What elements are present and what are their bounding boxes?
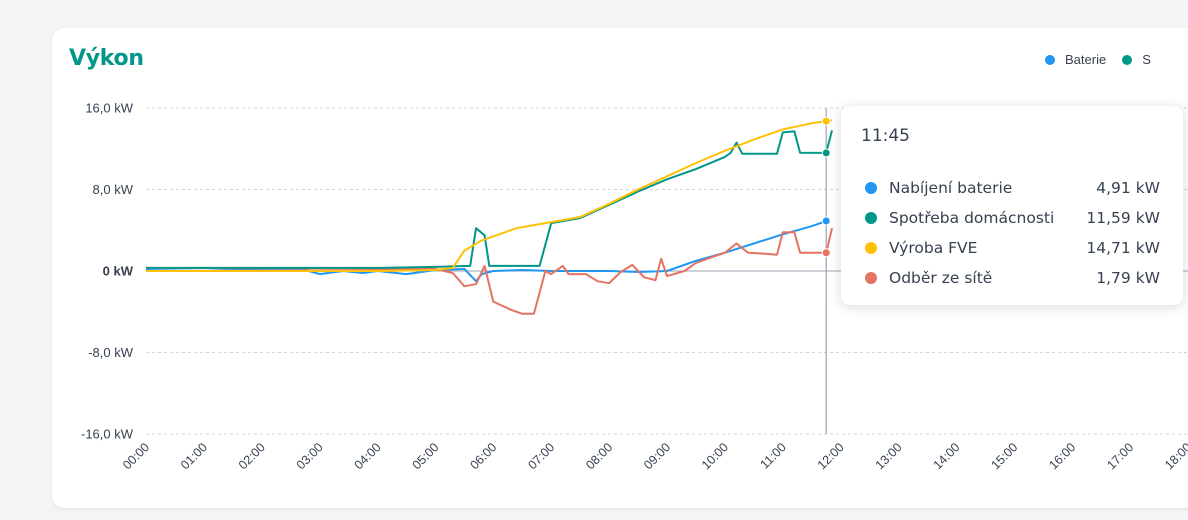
x-tick-label: 00:00 (120, 440, 152, 472)
card-title: Výkon (69, 46, 144, 71)
x-tick-label: 03:00 (294, 440, 326, 472)
tooltip-time: 11:45 (861, 126, 910, 146)
y-tick-label: 8,0 kW (93, 182, 134, 197)
tooltip-value: 4,91 kW (1096, 179, 1160, 197)
x-tick-label: 04:00 (352, 440, 384, 472)
legend-dot-icon (1122, 54, 1133, 65)
legend-dot-icon (1045, 54, 1055, 65)
tooltip-value: 14,71 kW (1086, 239, 1160, 257)
x-tick-label: 10:00 (699, 440, 731, 472)
x-tick-label: 15:00 (988, 440, 1020, 472)
chart-tooltip: 11:45 Nabíjení baterie 4,91 kW Spotřeba … (841, 106, 1183, 305)
y-tick-label: -16,0 kW (81, 427, 134, 442)
x-tick-label: 13:00 (873, 440, 905, 472)
series-line (145, 227, 833, 315)
hover-point-marker (821, 216, 831, 226)
x-tick-label: 02:00 (236, 440, 268, 472)
tooltip-label: Nabíjení baterie (889, 179, 1013, 197)
x-tick-label: 11:00 (758, 440, 789, 471)
x-tick-label: 01:00 (178, 440, 210, 472)
legend-item-spotreba[interactable]: S (1122, 52, 1151, 67)
y-tick-label: 0 kW (103, 264, 134, 279)
x-tick-label: 08:00 (583, 440, 615, 472)
legend-label: Baterie (1065, 52, 1107, 67)
tooltip-row-battery: Nabíjení baterie 4,91 kW (865, 177, 1160, 199)
x-tick-label: 07:00 (525, 440, 557, 472)
tooltip-label: Odběr ze sítě (889, 269, 993, 287)
tooltip-value: 11,59 kW (1086, 209, 1160, 227)
x-tick-label: 06:00 (467, 440, 499, 472)
series-dot-icon (865, 272, 877, 284)
tooltip-label: Spotřeba domácnosti (889, 209, 1055, 227)
series-line (146, 130, 833, 269)
x-tick-label: 09:00 (641, 440, 673, 472)
tooltip-row-pv: Výroba FVE 14,71 kW (865, 237, 1160, 259)
x-tick-label: 16:00 (1046, 440, 1078, 472)
x-tick-label: 12:00 (815, 440, 847, 472)
chart-legend: Baterie S (1045, 52, 1167, 67)
series-dot-icon (865, 212, 877, 224)
x-tick-label: 18:00 (1162, 440, 1188, 472)
series-dot-icon (865, 242, 877, 254)
y-tick-label: -8,0 kW (88, 345, 134, 360)
series-line (146, 119, 833, 272)
hover-point-marker (821, 116, 831, 126)
tooltip-row-consumption: Spotřeba domácnosti 11,59 kW (865, 207, 1160, 229)
hover-point-marker (821, 148, 831, 158)
legend-label: S (1142, 52, 1151, 67)
tooltip-row-grid: Odběr ze sítě 1,79 kW (865, 267, 1160, 289)
x-tick-label: 05:00 (410, 440, 442, 472)
x-tick-label: 17:00 (1104, 440, 1136, 472)
x-tick-label: 14:00 (931, 440, 963, 472)
tooltip-label: Výroba FVE (889, 239, 978, 257)
hover-point-marker (821, 248, 831, 258)
tooltip-value: 1,79 kW (1096, 269, 1160, 287)
y-tick-label: 16,0 kW (85, 101, 133, 116)
legend-item-baterie[interactable]: Baterie (1045, 52, 1106, 67)
series-dot-icon (865, 182, 877, 194)
